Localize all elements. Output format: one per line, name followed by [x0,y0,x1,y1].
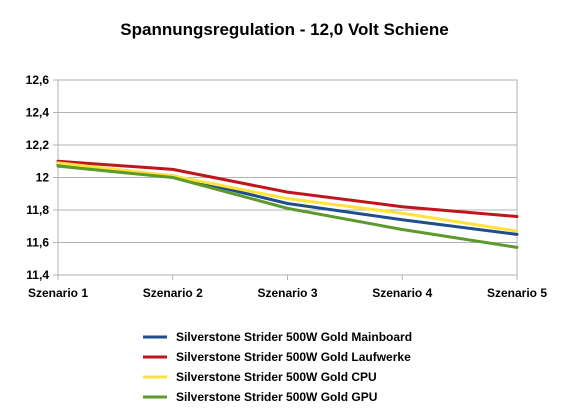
x-tick-label: Szenario 5 [487,286,547,300]
y-tick-label: 12 [36,171,50,185]
series-line-1 [56,159,519,218]
x-tick-label: Szenario 4 [372,286,432,300]
x-tick-label: Szenario 1 [28,286,88,300]
y-tick-label: 12,2 [26,138,50,152]
legend-label: Silverstone Strider 500W Gold GPU [176,390,377,404]
x-tick-label: Szenario 3 [257,286,317,300]
series-line-2 [56,161,519,233]
x-tick-label: Szenario 2 [143,286,203,300]
chart-title: Spannungsregulation - 12,0 Volt Schiene [120,20,449,39]
axes: 11,4 11,6 11,8 12 12,2 12,4 12,6 Szenario 1 Szen… [26,73,548,300]
series-lines [56,159,519,249]
legend-label: Silverstone Strider 500W Gold CPU [176,370,377,384]
legend-label: Silverstone Strider 500W Gold Mainboard [176,330,412,344]
legend: Silverstone Strider 500W Gold Mainboard S… [143,330,412,404]
y-tick-label: 11,4 [26,268,49,282]
y-tick-label: 11,8 [26,203,49,217]
y-tick-label: 11,6 [26,236,49,250]
legend-label: Silverstone Strider 500W Gold Laufwerke [176,350,411,364]
y-tick-label: 12,4 [26,106,50,120]
gridlines [58,79,517,276]
y-tick-label: 12,6 [26,73,50,87]
series-line-3 [56,164,519,249]
